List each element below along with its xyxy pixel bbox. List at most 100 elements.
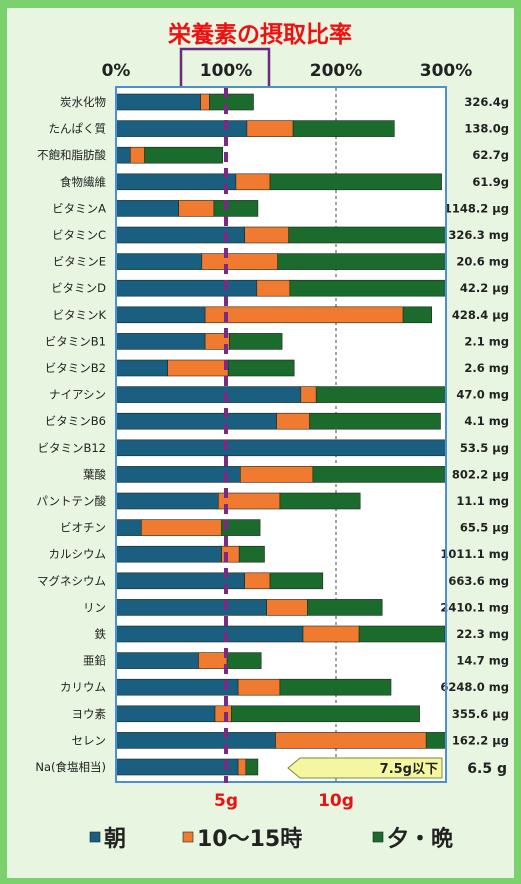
bar-segment-midday [237,758,247,776]
bar-segment-midday [141,519,222,536]
bar-segment-midday [235,173,271,191]
x-tick-label: 300% [420,61,473,81]
bar-segment-midday [237,678,281,696]
category-label: ビタミンB2 [45,361,106,375]
intake-amount: 428.4 μg [452,308,509,322]
category-label: 亜鉛 [83,654,106,668]
category-label: セレン [72,733,107,747]
bar-segment-midday [266,599,308,616]
bar-segment-morning [115,200,180,217]
intake-amount: 2.1 mg [464,334,509,348]
bar-segment-morning [115,466,241,483]
bar-segment-evening [292,120,395,137]
category-label: ビタミンB12 [37,441,106,455]
intake-amount: 355.6 μg [452,707,509,721]
bar-series [115,93,447,776]
bar-segment-evening [288,226,447,244]
x-tick-label: 100% [200,61,253,81]
bar-segment-evening [309,412,441,430]
bar-segment-evening [245,758,259,776]
category-label: 鉄 [95,627,107,641]
intake-amount: 47.0 mg [456,388,509,402]
category-label: ビタミンD [51,281,106,295]
bar-segment-evening [289,279,447,297]
x-axis-ticks: 0% 100% 200% 300% [102,61,473,81]
bar-segment-evening [279,492,361,510]
bar-segment-evening [213,200,259,217]
bar-segment-evening [227,359,295,377]
legend-swatch-midday [182,831,194,843]
bar-segment-morning [115,519,142,536]
bar-segment-midday [246,120,294,137]
category-label: ヨウ素 [72,707,107,721]
category-label: カルシウム [49,547,107,561]
bar-segment-evening [312,466,447,483]
bar-segment-midday [244,226,289,244]
intake-amount: 65.5 μg [460,521,509,535]
intake-amount: 6248.0 mg [440,680,509,694]
category-label: 食物繊維 [60,175,106,189]
intake-amount: 2.6 mg [464,361,509,375]
bar-segment-morning [115,412,277,430]
bar-segment-morning [115,253,203,270]
bar-segment-morning [115,386,302,403]
bar-segment-morning [115,93,201,111]
bar-segment-midday [200,93,210,111]
bar-segment-morning [115,173,237,191]
intake-amount: 326.4g [464,95,509,109]
intake-amount: 663.6 mg [448,574,509,588]
bar-segment-evening [315,386,447,403]
x-tick-label: 0% [102,61,131,81]
intake-amount: 14.7 mg [456,654,509,668]
bar-segment-midday [204,306,404,324]
category-label: ビタミンE [53,255,106,269]
category-label: たんぱく質 [49,122,107,136]
bar-segment-morning [115,599,267,616]
legend-label: 夕・晩 [387,826,453,852]
legend-label: 10〜15時 [197,827,302,852]
category-label: カリウム [60,680,106,694]
marker-label: 10g [318,791,354,811]
bar-segment-morning [115,705,216,723]
bar-segment-morning [115,732,276,749]
bar-segment-midday [198,652,228,669]
bar-segment-evening [231,705,420,723]
intake-amount: 4.1 mg [464,414,509,428]
legend: 朝 10〜15時 夕・晩 [89,826,453,852]
bar-segment-evening [402,306,433,324]
intake-amount: 11.1 mg [456,494,509,508]
intake-amount: 1148.2 μg [444,201,509,215]
intake-amount: 138.0g [464,122,509,136]
bar-segment-evening [269,173,442,191]
salt-limit-annotation: 7.5g以下 [287,757,443,779]
bar-segment-midday [201,253,279,270]
intake-amount: 42.2 μg [460,281,509,295]
bar-segment-midday [167,359,229,377]
bar-segment-evening [226,652,262,669]
category-label: ビタミンA [52,201,106,215]
bar-segment-evening [229,333,283,350]
plot-border [115,86,447,783]
bar-segment-midday [256,279,291,297]
bar-segment-midday [302,625,360,643]
bar-segment-evening [358,625,446,643]
intake-amount: 162.2 μg [452,733,509,747]
legend-swatch-morning [89,831,101,843]
bar-segment-evening [425,732,447,749]
plot-area [116,87,446,782]
legend-label: 朝 [104,826,126,852]
bar-segment-evening [144,146,224,164]
bar-segment-morning [115,652,199,669]
intake-amount: 1011.1 mg [440,547,509,561]
bar-segment-midday [130,146,145,164]
bar-segment-evening [221,519,261,536]
legend-swatch-evening [372,831,384,843]
bar-segment-evening [209,93,254,111]
intake-amount: 2410.1 mg [440,600,509,614]
limit-label: 7.5g以下 [380,762,438,777]
intake-amount: 6.5 g [467,761,507,777]
bar-segment-morning [115,279,258,297]
bar-segment-morning [115,545,222,563]
